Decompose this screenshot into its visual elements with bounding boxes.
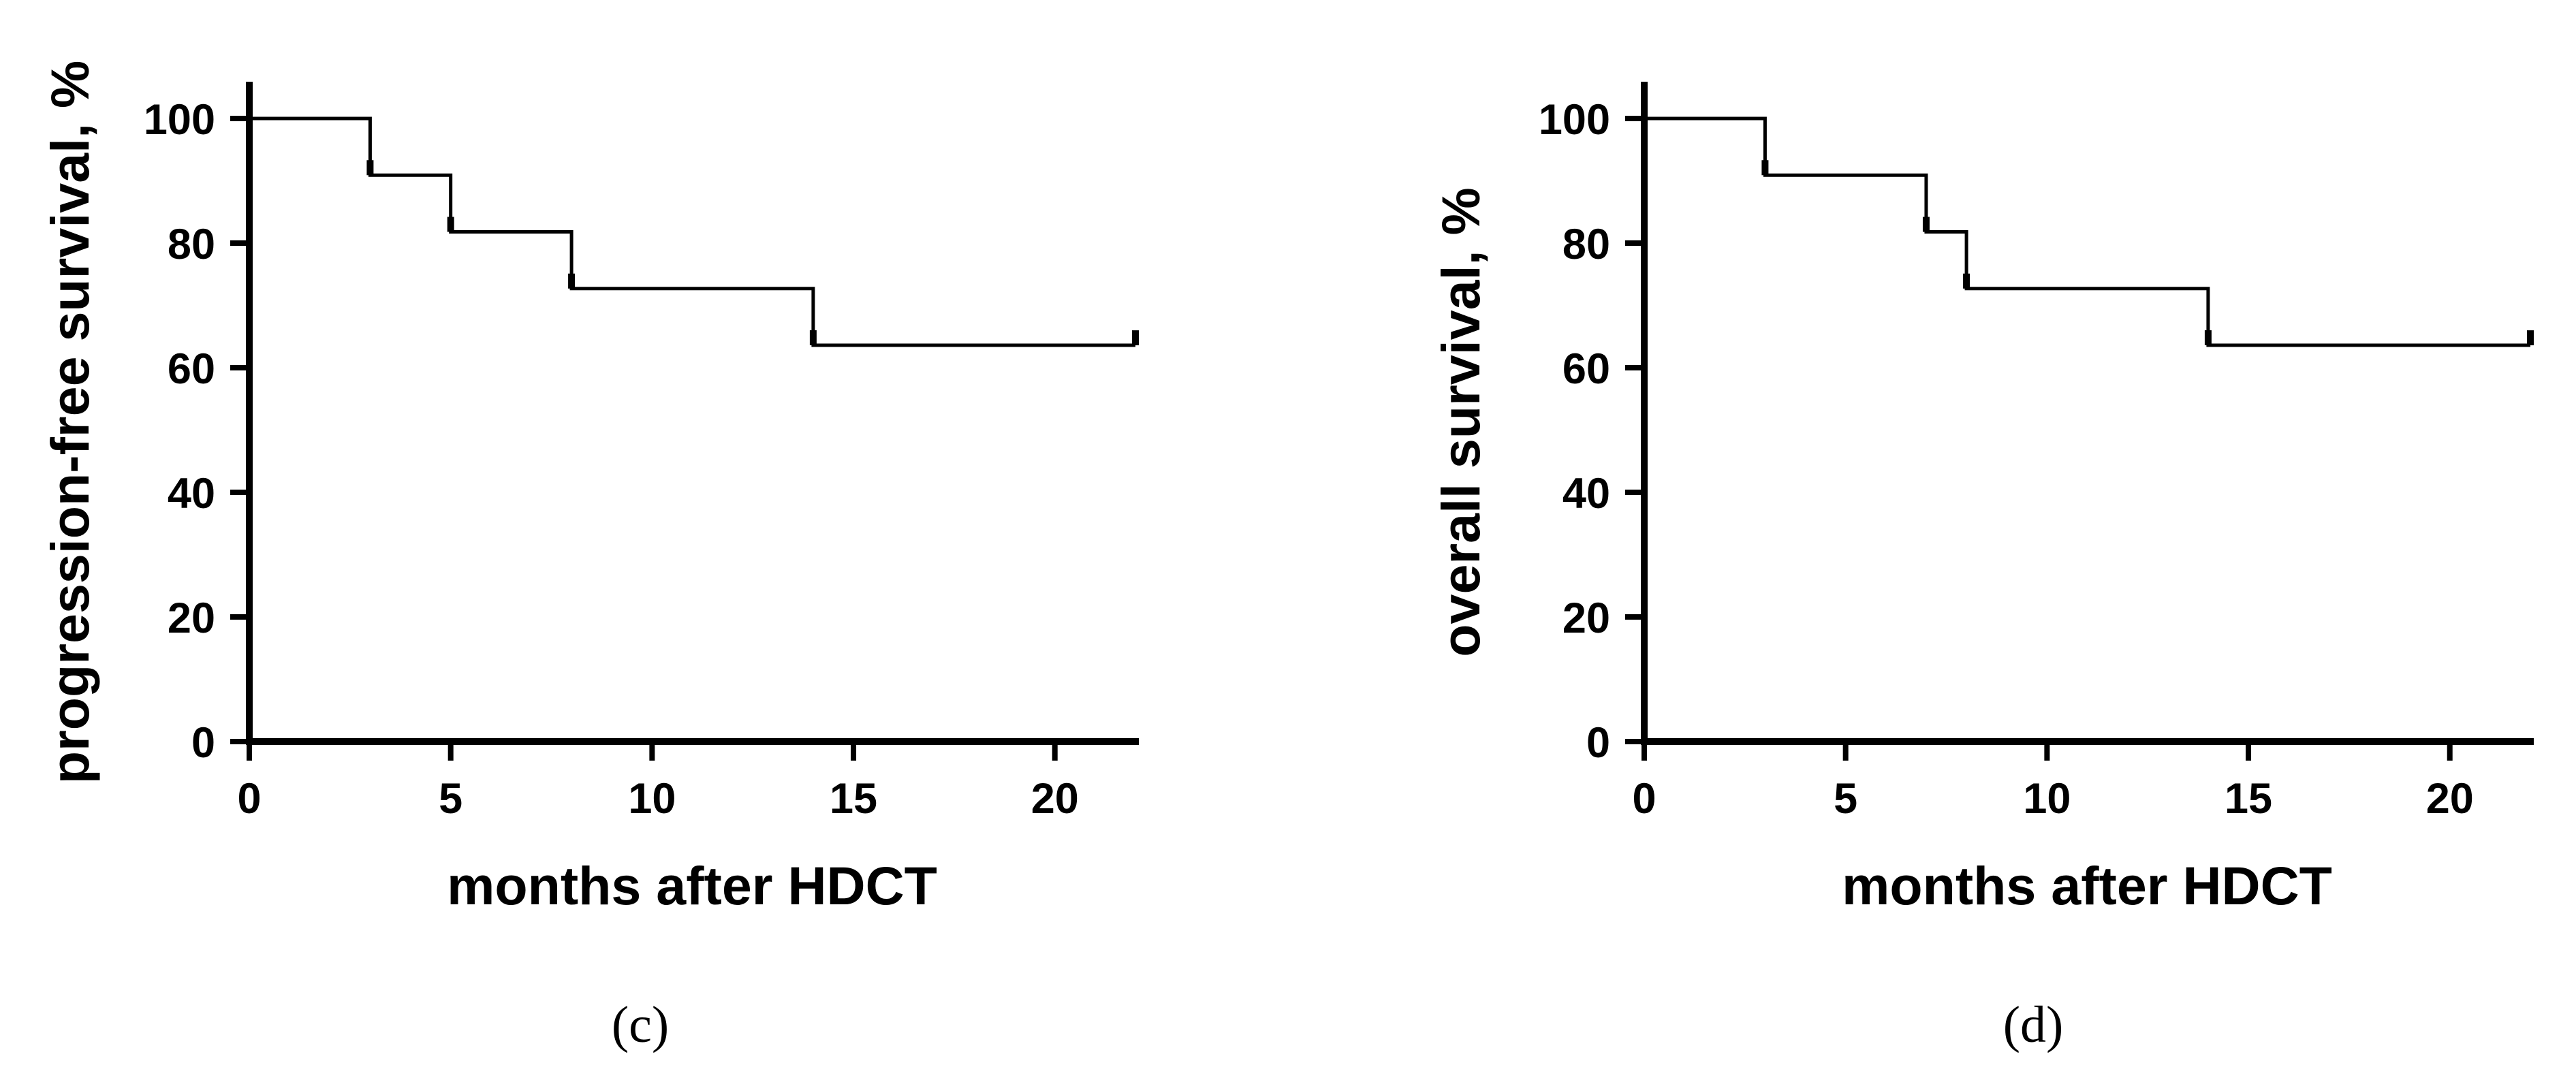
y-tick-label: 100 bbox=[144, 96, 215, 144]
y-tick-label: 0 bbox=[1586, 719, 1610, 767]
y-tick-label: 20 bbox=[1562, 594, 1610, 642]
x-tick-label: 10 bbox=[628, 775, 676, 823]
y-axis-title: overall survival, % bbox=[1430, 187, 1491, 656]
y-axis-title: progression-free survival, % bbox=[40, 61, 100, 784]
x-tick-label: 15 bbox=[2225, 775, 2272, 823]
axis-ticks: 0 5 10 15 20 0 20 40 60 80 100 bbox=[144, 96, 1079, 823]
x-axis-title: months after HDCT bbox=[447, 855, 937, 916]
axis-ticks: 0 5 10 15 20 0 20 40 60 80 100 bbox=[1539, 96, 2474, 823]
y-tick-label: 40 bbox=[1562, 470, 1610, 518]
x-axis-title: months after HDCT bbox=[1842, 855, 2332, 916]
survival-step-line bbox=[249, 116, 1135, 347]
survival-step-line bbox=[1644, 116, 2530, 347]
y-tick-label: 60 bbox=[1562, 345, 1610, 393]
km-curve-group bbox=[249, 116, 1139, 347]
x-tick-label: 0 bbox=[237, 775, 261, 823]
panel-label: (d) bbox=[2003, 996, 2064, 1053]
y-tick-label: 20 bbox=[168, 594, 215, 642]
y-tick-label: 60 bbox=[168, 345, 215, 393]
km-curve-group bbox=[1644, 116, 2534, 347]
y-tick-label: 80 bbox=[1562, 221, 1610, 268]
panel-d-os-chart: 0 5 10 15 20 0 20 40 60 80 100 months after HDCT o… bbox=[1430, 82, 2534, 1053]
y-tick-label: 40 bbox=[168, 470, 215, 518]
x-tick-label: 15 bbox=[830, 775, 877, 823]
x-tick-label: 20 bbox=[1031, 775, 1079, 823]
x-tick-label: 20 bbox=[2426, 775, 2474, 823]
x-tick-label: 10 bbox=[2023, 775, 2071, 823]
x-tick-label: 0 bbox=[1632, 775, 1656, 823]
y-tick-label: 80 bbox=[168, 221, 215, 268]
x-tick-label: 5 bbox=[439, 775, 462, 823]
x-tick-label: 5 bbox=[1834, 775, 1857, 823]
panel-c-pfs-chart: 0 5 10 15 20 0 20 40 60 80 100 months after HDCT p… bbox=[40, 61, 1139, 1053]
panel-label: (c) bbox=[612, 996, 669, 1053]
y-tick-label: 0 bbox=[191, 719, 215, 767]
y-tick-label: 100 bbox=[1539, 96, 1610, 144]
